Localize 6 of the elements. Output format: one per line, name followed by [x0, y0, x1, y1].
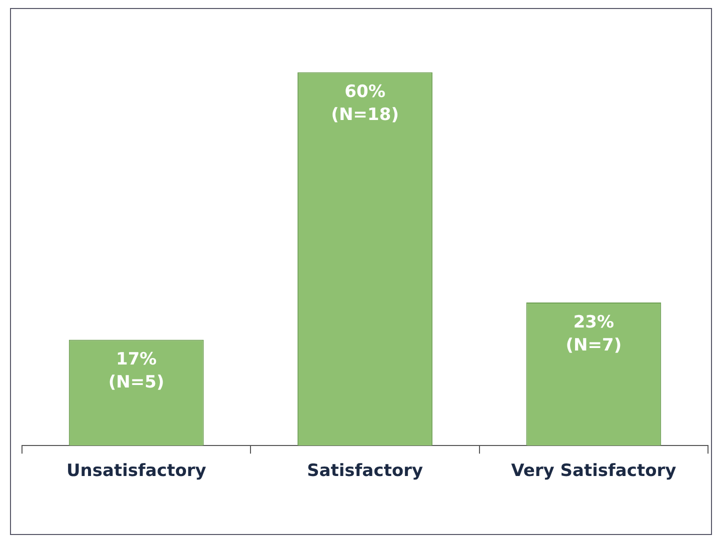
x-tick-label: Satisfactory	[306, 461, 424, 482]
x-tick-label: Unsatisfactory	[66, 461, 206, 482]
data-label: 17% (N=5)	[108, 350, 164, 393]
data-label: 60% (N=18)	[331, 82, 399, 126]
data-label: 23% (N=7)	[566, 312, 622, 356]
x-tick-label: Very Satisfactory	[511, 461, 676, 482]
